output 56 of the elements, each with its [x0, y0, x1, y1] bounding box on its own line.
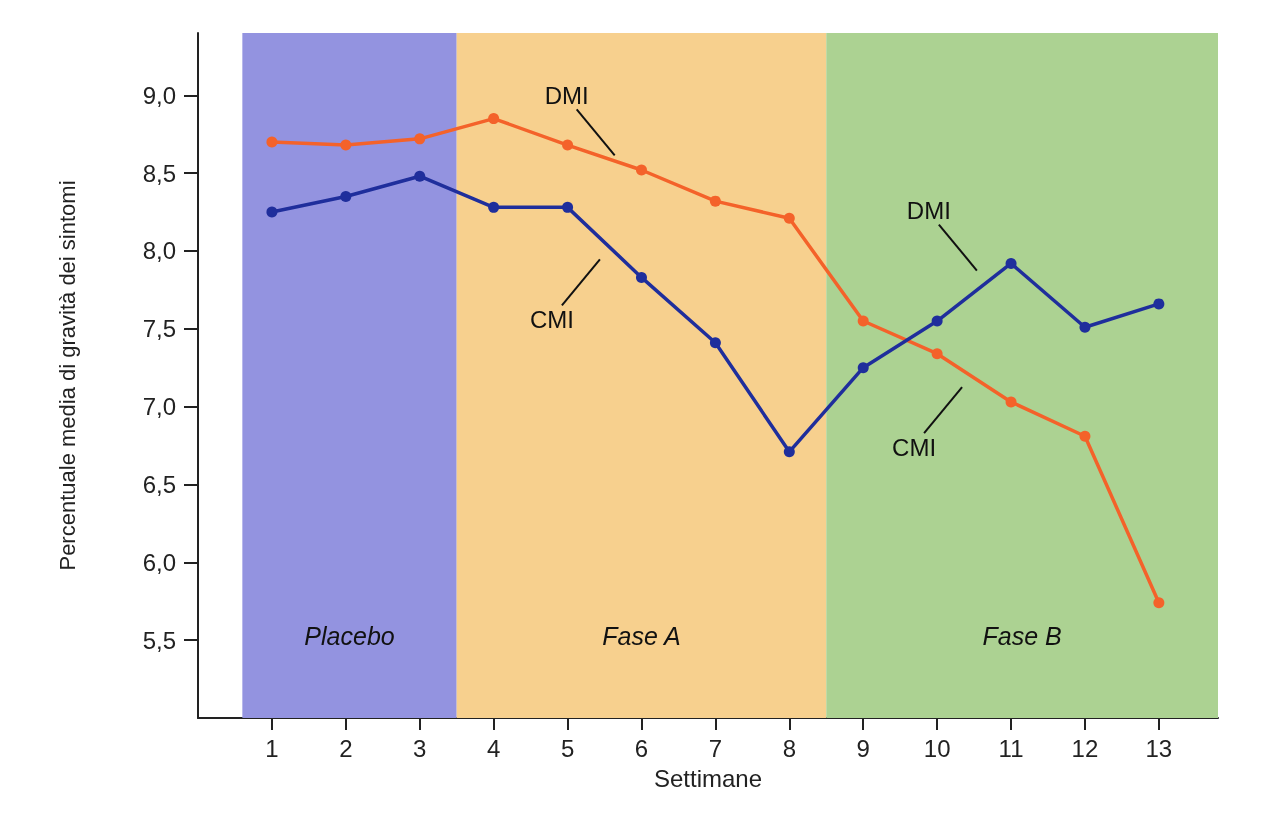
point [783, 212, 795, 224]
point [266, 206, 278, 218]
point [635, 164, 647, 176]
point [488, 201, 500, 213]
point [1153, 298, 1165, 310]
x-tick-label: 4 [486, 734, 501, 762]
x-axis-title: Settimane [653, 764, 763, 792]
annotation: CMI [892, 433, 937, 461]
x-tick-label: 6 [634, 734, 649, 762]
point [562, 139, 574, 151]
x-tick-label: 2 [339, 734, 353, 762]
point [1079, 430, 1091, 442]
point [857, 315, 869, 327]
x-tick-label: 7 [708, 734, 723, 762]
y-tick-label: 8,0 [142, 237, 176, 265]
annotation: DMI [544, 81, 589, 109]
point [266, 136, 278, 148]
point [709, 195, 721, 207]
y-tick-label: 7,0 [142, 393, 176, 421]
point [931, 348, 943, 360]
point [414, 133, 426, 145]
point [635, 271, 647, 283]
y-tick-label: 6,0 [142, 548, 176, 576]
band-label: Fase A [602, 621, 681, 650]
y-axis-title: Percentuale media di gravità dei sintomi [54, 180, 80, 571]
x-tick-label: 1 [265, 734, 279, 762]
y-tick-label: 8,5 [142, 159, 176, 187]
point [340, 139, 352, 151]
point [562, 201, 574, 213]
band-label: Placebo [304, 621, 395, 650]
point [340, 190, 352, 202]
x-tick-label: 9 [856, 734, 870, 762]
point [1005, 257, 1017, 269]
point [1005, 396, 1017, 408]
point [783, 446, 795, 458]
x-tick-label: 10 [923, 734, 951, 762]
x-tick-label: 5 [560, 734, 575, 762]
x-tick-label: 3 [413, 734, 427, 762]
point [931, 315, 943, 327]
annotation: DMI [906, 197, 951, 225]
x-tick-label: 8 [782, 734, 796, 762]
point [488, 113, 500, 125]
x-tick-label: 13 [1145, 734, 1173, 762]
x-tick-label: 12 [1071, 734, 1099, 762]
y-tick-label: 5,5 [142, 626, 176, 654]
point [414, 170, 426, 182]
annotation: CMI [529, 305, 574, 333]
y-tick-label: 9,0 [142, 81, 176, 109]
point [857, 362, 869, 374]
point [1079, 321, 1091, 333]
x-tick-label: 11 [998, 734, 1024, 762]
band-label: Fase B [982, 621, 1062, 650]
y-tick-label: 6,5 [142, 470, 176, 498]
y-tick-label: 7,5 [142, 315, 176, 343]
point [1153, 597, 1165, 609]
point [709, 337, 721, 349]
